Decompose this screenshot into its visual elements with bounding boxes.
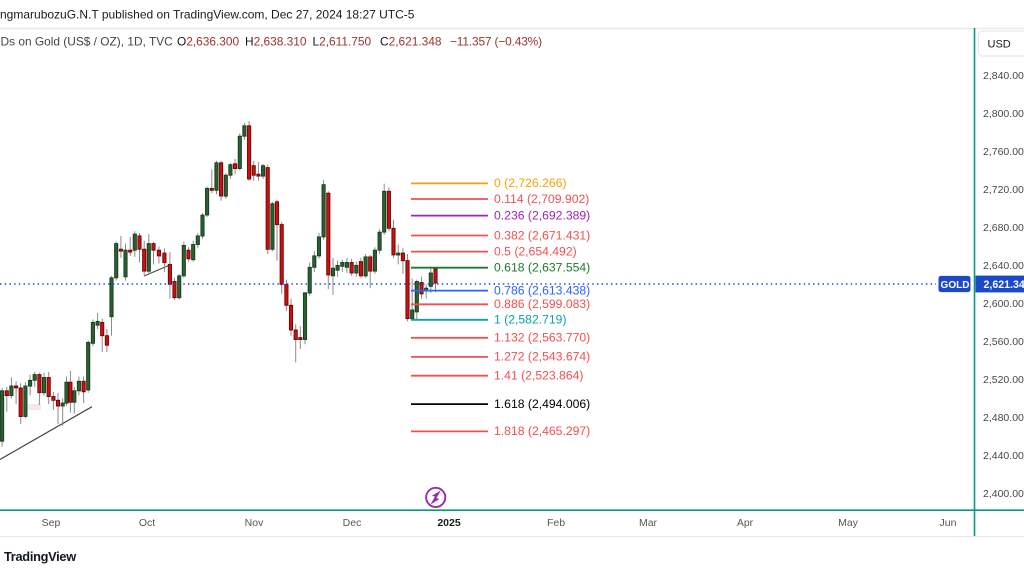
svg-text:0 (2,726.266): 0 (2,726.266) [494, 176, 567, 190]
svg-text:2,720.00: 2,720.00 [983, 184, 1024, 196]
svg-text:2,800.00: 2,800.00 [983, 108, 1024, 120]
svg-text:2,560.00: 2,560.00 [983, 336, 1024, 348]
svg-text:May: May [838, 517, 859, 529]
svg-text:1 (2,582.719): 1 (2,582.719) [494, 313, 567, 327]
svg-text:Oct: Oct [139, 517, 155, 529]
svg-text:1.272 (2,543.674): 1.272 (2,543.674) [494, 350, 590, 364]
svg-text:Feb: Feb [547, 517, 565, 529]
svg-text:GOLD: GOLD [941, 280, 970, 291]
svg-text:Ds on Gold (US$ / OZ), 1D, TVC: Ds on Gold (US$ / OZ), 1D, TVCO2,636.300… [1, 35, 543, 49]
svg-text:2,400.00: 2,400.00 [983, 488, 1024, 500]
svg-text:1.818 (2,465.297): 1.818 (2,465.297) [494, 424, 590, 438]
svg-text:0.382 (2,671.431): 0.382 (2,671.431) [494, 228, 590, 242]
svg-text:0.114 (2,709.902): 0.114 (2,709.902) [494, 192, 589, 206]
svg-text:USD: USD [988, 39, 1011, 51]
svg-text:2,520.00: 2,520.00 [983, 374, 1024, 386]
svg-text:2,440.00: 2,440.00 [983, 450, 1024, 462]
svg-text:1.618 (2,494.006): 1.618 (2,494.006) [494, 397, 590, 411]
svg-text:Apr: Apr [737, 517, 754, 529]
svg-text:Sep: Sep [42, 517, 61, 529]
svg-text:2,760.00: 2,760.00 [983, 146, 1024, 158]
svg-text:2,640.00: 2,640.00 [983, 260, 1024, 272]
svg-text:0.236 (2,692.389): 0.236 (2,692.389) [494, 208, 590, 222]
svg-text:Jun: Jun [940, 517, 957, 529]
svg-text:1.132 (2,563.770): 1.132 (2,563.770) [494, 331, 590, 345]
svg-text:0.886 (2,599.083): 0.886 (2,599.083) [494, 297, 590, 311]
svg-text:2025: 2025 [437, 517, 461, 529]
svg-text:1.41 (2,523.864): 1.41 (2,523.864) [494, 369, 583, 383]
svg-text:0.618 (2,637.554): 0.618 (2,637.554) [494, 261, 590, 275]
svg-text:ngmarubozuG.N.T published on T: ngmarubozuG.N.T published on TradingView… [0, 8, 415, 22]
svg-text:TradingView: TradingView [4, 549, 76, 564]
svg-text:2,840.00: 2,840.00 [983, 70, 1024, 82]
svg-text:2,621.34: 2,621.34 [984, 279, 1024, 291]
svg-text:0.5 (2,654.492): 0.5 (2,654.492) [494, 244, 577, 258]
svg-text:2,680.00: 2,680.00 [983, 222, 1024, 234]
svg-text:Mar: Mar [639, 517, 658, 529]
svg-text:Nov: Nov [245, 517, 264, 529]
svg-text:0.786 (2,613.438): 0.786 (2,613.438) [494, 283, 590, 297]
svg-text:2,480.00: 2,480.00 [983, 412, 1024, 424]
svg-text:Dec: Dec [343, 517, 362, 529]
svg-text:2,600.00: 2,600.00 [983, 298, 1024, 310]
